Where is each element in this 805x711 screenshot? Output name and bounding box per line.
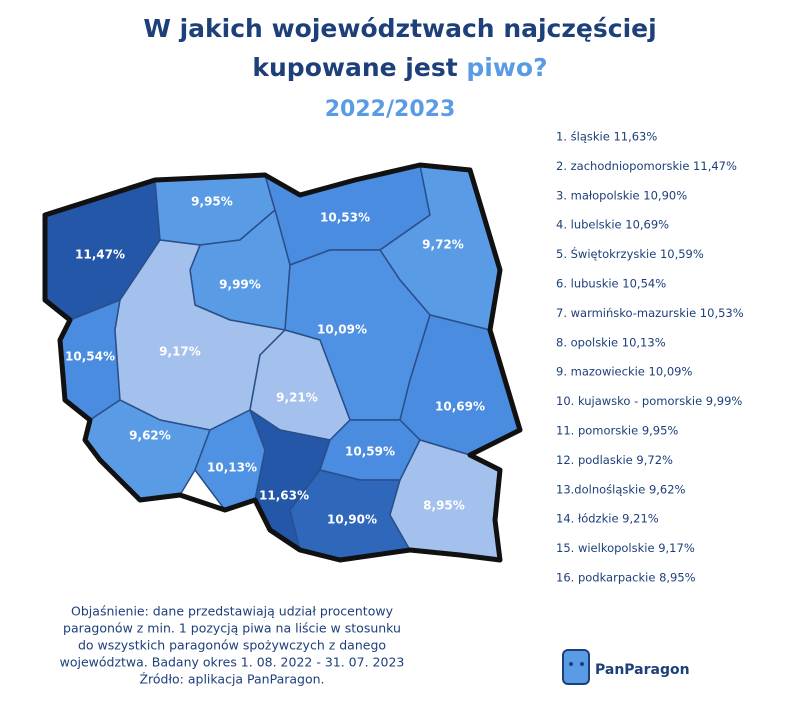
ranking-item: 16. podkarpackie 8,95% [556,571,696,585]
region-label: 10,59% [345,445,395,459]
ranking-item: 8. opolskie 10,13% [556,335,666,349]
title-text: kupowane jest [252,53,466,82]
note-line: Źródło: aplikacja PanParagon. [139,672,324,687]
title-line: W jakich województwach najczęściej [143,14,656,43]
ranking-item: 9. mazowieckie 10,09% [556,365,692,379]
logo-icon [562,649,590,685]
note-line: województwa. Badany okres 1. 08. 2022 - … [60,655,405,670]
region-label: 10,54% [65,350,115,364]
logo-eye [569,662,573,666]
region-label: 9,99% [219,278,261,292]
ranking-item: 7. warmińsko-mazurskie 10,53% [556,306,744,320]
ranking-item: 13.dolnośląskie 9,62% [556,482,686,496]
region-label: 9,62% [129,429,171,443]
ranking-item: 2. zachodniopomorskie 11,47% [556,159,737,173]
ranking-item: 15. wielkopolskie 9,17% [556,541,695,555]
logo-text: PanParagon [595,662,690,678]
ranking-item: 12. podlaskie 9,72% [556,453,673,467]
title-highlight: piwo? [466,53,547,82]
title-line: kupowane jest piwo? [252,53,547,82]
region-label: 9,95% [191,195,233,209]
ranking-item: 11. pomorskie 9,95% [556,424,678,438]
region-label: 10,90% [327,513,377,527]
region-label: 8,95% [423,499,465,513]
logo-eye [580,662,584,666]
ranking-item: 14. łódzkie 9,21% [556,512,659,526]
region-label: 10,13% [207,461,257,475]
region-label: 10,53% [320,211,370,225]
country-outline [42,162,523,563]
ranking-item: 10. kujawsko - pomorskie 9,99% [556,394,742,408]
region-label: 11,47% [75,248,125,262]
region-label: 10,69% [435,400,485,414]
logo: PanParagon [562,649,690,685]
region-label: 9,21% [276,391,318,405]
region-label: 9,72% [422,238,464,252]
map: 11,47% 9,95% 10,53% 9,72% 9,99% 10,54% 9,17% 10… [42,162,523,563]
ranking-item: 4. lubelskie 10,69% [556,218,669,232]
ranking: 1. śląskie 11,63% 2. zachodniopomorskie 1… [556,130,744,585]
ranking-item: 1. śląskie 11,63% [556,130,657,144]
region-label: 10,09% [317,323,367,337]
region-label: 9,17% [159,345,201,359]
ranking-item: 3. małopolskie 10,90% [556,188,687,202]
note: Objaśnienie: dane przedstawiają udział p… [60,604,405,687]
note-line: paragonów z min. 1 pozycją piwa na liści… [63,621,401,636]
ranking-item: 5. Świętokrzyskie 10,59% [556,246,704,261]
note-line: do wszystkich paragonów spożywczych z da… [78,638,386,653]
note-line: Objaśnienie: dane przedstawiają udział p… [71,604,394,619]
ranking-item: 6. lubuskie 10,54% [556,277,666,291]
region-label: 11,63% [259,489,309,503]
subtitle: 2022/2023 [325,97,456,122]
